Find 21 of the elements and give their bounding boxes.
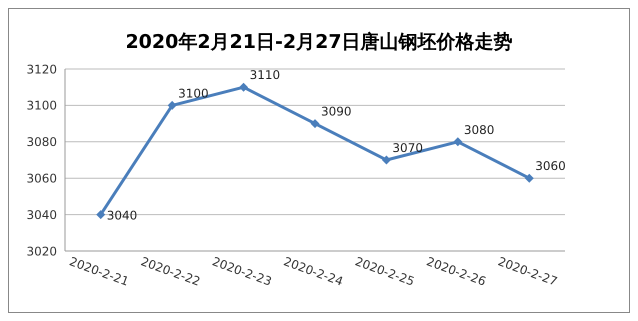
y-tick-label: 3040: [26, 208, 57, 222]
point: [96, 210, 106, 220]
data-label: 3100: [178, 86, 209, 100]
data-label: 3060: [535, 159, 566, 174]
point: [524, 174, 534, 183]
point: [239, 82, 248, 92]
y-tick-label: 3020: [26, 244, 57, 258]
data-label: 3070: [392, 141, 423, 155]
data-label: 3040: [106, 208, 138, 223]
y-tick-label: 3100: [26, 98, 57, 113]
chart-title: 2020年2月21日-2月27日唐山钢坯价格走势: [124, 30, 514, 55]
point: [168, 100, 177, 110]
point: [453, 137, 462, 146]
y-tick-label: 3060: [26, 171, 57, 186]
y-tick-label: 3080: [26, 135, 57, 150]
point: [382, 156, 391, 164]
data-label: 3080: [464, 122, 494, 137]
data-label: 3110: [250, 68, 280, 82]
point: [310, 119, 320, 128]
y-tick-label: 3120: [26, 62, 57, 76]
data-label: 3090: [321, 104, 352, 119]
